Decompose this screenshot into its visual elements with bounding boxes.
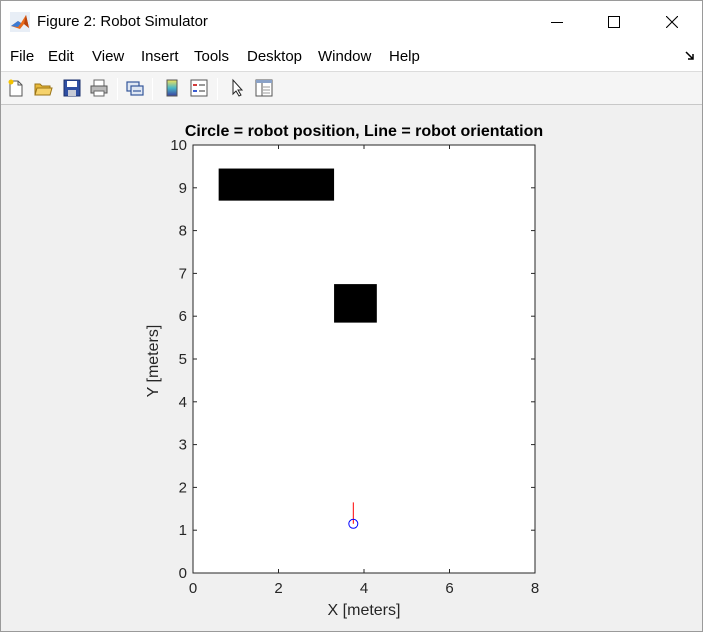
minimize-button[interactable] (528, 1, 586, 42)
new-figure-icon (8, 79, 23, 97)
y-axis-label: Y [meters] (145, 325, 162, 398)
obstacle-1 (218, 168, 335, 201)
y-tick-label: 5 (179, 351, 187, 368)
figure-canvas: 0 2 4 6 8 0 1 2 3 4 5 6 7 8 9 10 Circle = robot position… (1, 106, 702, 631)
menu-insert[interactable]: Insert (141, 48, 179, 65)
property-inspector-button[interactable] (253, 77, 275, 99)
link-plot-button[interactable] (124, 77, 146, 99)
y-tick-label: 0 (179, 565, 187, 582)
insert-colorbar-icon (166, 79, 178, 97)
save-icon (63, 79, 81, 97)
matlab-logo-icon (10, 12, 30, 32)
toolbar-separator (117, 78, 118, 100)
window-title: Figure 2: Robot Simulator (37, 13, 208, 30)
link-plot-icon (126, 81, 144, 96)
edit-plot-button[interactable] (226, 77, 248, 99)
toolbar-separator (217, 78, 218, 100)
y-tick-label: 1 (179, 522, 187, 539)
toolbar-separator (152, 78, 153, 100)
menu-window[interactable]: Window (318, 48, 372, 65)
close-button[interactable] (643, 1, 701, 42)
y-tick-label: 6 (179, 308, 187, 325)
obstacle-2 (334, 284, 377, 323)
x-tick-label: 2 (274, 580, 282, 597)
x-axis-label: X [meters] (328, 602, 401, 619)
menu-tools[interactable]: Tools (194, 48, 230, 65)
new-figure-button[interactable] (5, 77, 27, 99)
menu-edit[interactable]: Edit (48, 48, 74, 65)
menu-file[interactable]: File (10, 48, 35, 65)
y-tick-label: 7 (179, 265, 187, 282)
open-file-button[interactable] (32, 77, 54, 99)
figure-toolbar (1, 71, 702, 105)
save-button[interactable] (61, 77, 83, 99)
insert-colorbar-button[interactable] (161, 77, 183, 99)
print-icon (90, 79, 108, 97)
y-tick-label: 9 (179, 180, 187, 197)
robot-position-marker (348, 518, 359, 529)
x-tick-label: 0 (189, 580, 197, 597)
x-tick-label: 6 (445, 580, 453, 597)
y-tick-label: 3 (179, 437, 187, 454)
menu-bar: File Edit View Insert Tools Desktop Wind… (1, 42, 702, 71)
edit-plot-icon (232, 78, 244, 97)
y-tick-label: 10 (170, 137, 187, 154)
insert-legend-icon (190, 79, 208, 97)
maximize-icon (608, 15, 620, 28)
menu-view[interactable]: View (92, 48, 125, 65)
x-tick-label: 8 (531, 580, 539, 597)
open-file-icon (34, 83, 53, 96)
close-icon (666, 15, 678, 28)
dock-arrow-icon[interactable] (684, 50, 696, 62)
plot-title: Circle = robot position, Line = robot or… (185, 123, 543, 140)
y-tick-label: 4 (179, 394, 187, 411)
y-tick-label: 2 (179, 479, 187, 496)
property-inspector-icon (255, 79, 273, 97)
insert-legend-button[interactable] (188, 77, 210, 99)
title-bar[interactable]: Figure 2: Robot Simulator (1, 1, 702, 42)
maximize-button[interactable] (585, 1, 643, 42)
axes-background (193, 145, 535, 573)
print-button[interactable] (88, 77, 110, 99)
menu-desktop[interactable]: Desktop (247, 48, 303, 65)
x-tick-label: 4 (360, 580, 368, 597)
minimize-icon (551, 21, 563, 23)
y-tick-label: 8 (179, 223, 187, 240)
menu-help[interactable]: Help (389, 48, 420, 65)
